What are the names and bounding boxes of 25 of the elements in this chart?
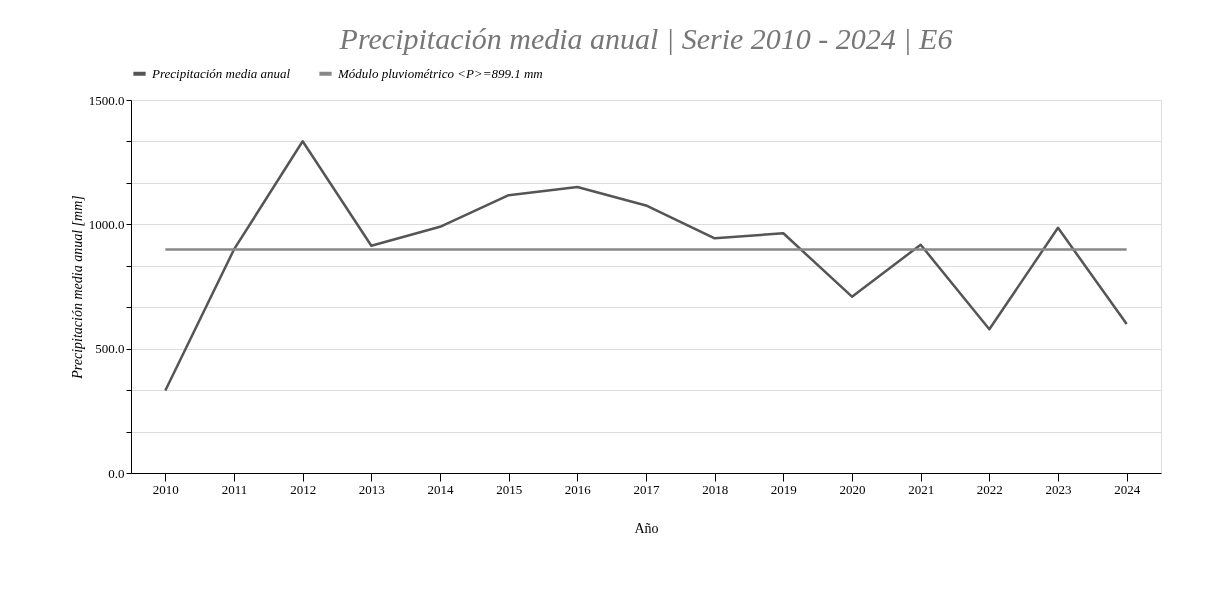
x-tick-label: 2017: [633, 481, 660, 497]
x-tick-label: 2024: [1114, 481, 1141, 497]
x-tick-label: 2021: [908, 481, 935, 497]
legend-label: Módulo pluviométrico <P>=899.1 mm: [337, 65, 543, 81]
x-axis-title: Año: [634, 520, 659, 536]
y-axis-title: Precipitación media anual [mm]: [69, 195, 85, 380]
x-tick-label: 2010: [152, 481, 179, 497]
line-series: [164, 140, 1128, 392]
x-tick-label: 2016: [564, 481, 592, 497]
y-tick-label: 1000.0: [88, 216, 125, 232]
x-tick-label: 2011: [221, 481, 248, 497]
x-tick-label: 2022: [976, 481, 1003, 497]
y-tick-label: 1500.0: [88, 92, 125, 108]
x-tick-label: 2013: [358, 481, 385, 497]
legend-label: Precipitación media anual: [151, 65, 291, 81]
x-tick-label: 2019: [770, 481, 797, 497]
chart-title: Precipitación media anual | Serie 2010 - 2024 | E6: [338, 22, 953, 55]
x-tick-label: 2018: [702, 481, 729, 497]
x-tick-label: 2020: [839, 481, 866, 497]
y-tick-label: 0.0: [108, 465, 125, 481]
x-tick-label: 2015: [496, 481, 523, 497]
x-tick-label: 2012: [290, 481, 317, 497]
x-tick-label: 2023: [1045, 481, 1072, 497]
y-tick-label: 500.0: [95, 341, 125, 357]
x-tick-label: 2014: [427, 481, 454, 497]
